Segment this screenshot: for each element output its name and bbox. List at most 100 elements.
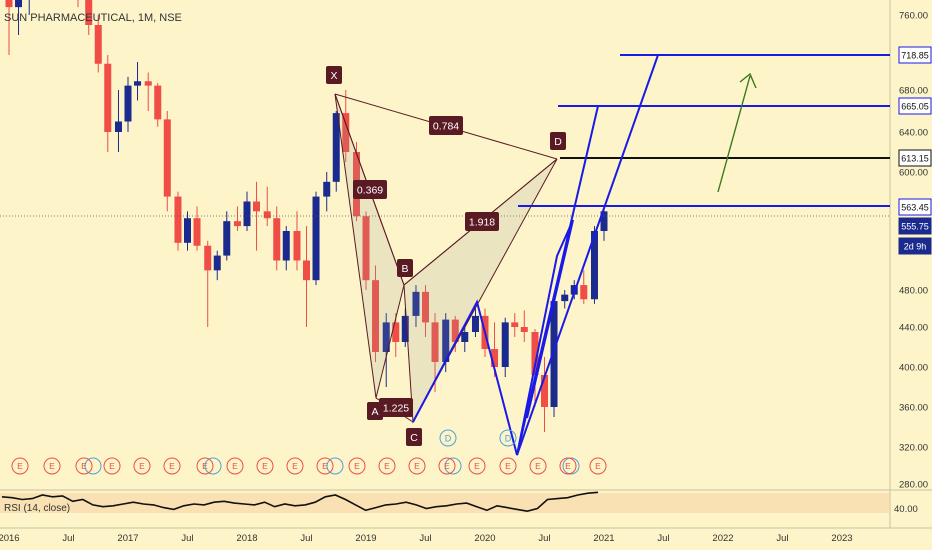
arrow-shaft [717, 75, 751, 193]
svg-text:E: E [414, 461, 420, 471]
time-tick-label: Jul [181, 533, 193, 544]
price-tick-label: 280.00 [899, 480, 928, 491]
candle-body [263, 211, 271, 219]
arrow-head [739, 72, 757, 89]
price-badges: 718.85 665.05 613.15 563.45 555.75 2d 9h [898, 46, 932, 255]
dividend-event-circle[interactable] [326, 457, 344, 475]
earnings-event-marker[interactable]: E [133, 457, 151, 475]
candle-body [382, 322, 390, 352]
candle-body [94, 25, 102, 64]
ratio-text-1225: 1.225 [383, 403, 409, 415]
price-tick-label: 440.00 [899, 323, 928, 334]
pattern-point-c: C [406, 428, 422, 446]
candle-body [323, 181, 331, 197]
time-tick-label: 2016 [0, 533, 20, 544]
earnings-event-marker[interactable]: E [438, 457, 456, 475]
time-tick-label: Jul [538, 533, 550, 544]
candle-body [501, 322, 509, 367]
pattern-point-d: D [550, 132, 566, 150]
candle-body [5, 0, 13, 8]
candle-body [431, 322, 439, 362]
earnings-event-marker[interactable]: E [43, 457, 61, 475]
earnings-event-marker[interactable]: E [11, 457, 29, 475]
earnings-event-marker[interactable]: E [499, 457, 517, 475]
candle-body [134, 81, 142, 86]
candle-body [193, 218, 201, 246]
svg-text:E: E [505, 461, 511, 471]
rsi-pane: RSI (14, close) 40.00 [0, 489, 932, 515]
earnings-event-marker[interactable]: E [103, 457, 121, 475]
price-badge-bg [898, 97, 932, 115]
candle-body [561, 294, 569, 302]
svg-text:E: E [202, 461, 208, 471]
time-tick-label: 2022 [712, 533, 733, 544]
candle-body [303, 260, 310, 281]
candle-body [273, 218, 281, 261]
dividend-marker-1[interactable]: D [439, 429, 457, 447]
svg-text:E: E [565, 461, 571, 471]
blue-drawings [412, 54, 890, 456]
earnings-event-marker[interactable]: E [348, 457, 366, 475]
earnings-event-marker[interactable]: E [163, 457, 181, 475]
candle-body [580, 285, 588, 300]
dividend-event-circle[interactable] [562, 457, 580, 475]
time-tick-label: Jul [300, 533, 312, 544]
green-arrow [717, 72, 757, 193]
price-tick-label: 640.00 [899, 128, 928, 139]
earnings-event-marker[interactable]: E [529, 457, 547, 475]
earnings-event-marker[interactable]: E [378, 457, 396, 475]
earnings-event-marker[interactable]: E [559, 457, 577, 475]
price-badge-bg [898, 198, 932, 216]
price-axis-ticks: 280.00 320.00 360.00 400.00 440.00 480.00 600.… [899, 11, 928, 491]
candle-body [312, 196, 320, 281]
time-tick-label: Jul [62, 533, 74, 544]
time-tick-label: Jul [657, 533, 669, 544]
svg-text:E: E [444, 461, 450, 471]
candle-body [401, 315, 409, 342]
svg-text:E: E [354, 461, 360, 471]
candle-body [174, 196, 182, 243]
earnings-event-marker[interactable]: E [75, 457, 93, 475]
candle-body [163, 119, 171, 197]
price-tick-label: 480.00 [899, 286, 928, 297]
candle-body [392, 322, 400, 342]
candle-body [511, 322, 519, 327]
price-tick-label: 320.00 [899, 443, 928, 454]
candle-body [550, 301, 558, 407]
earnings-event-marker[interactable]: E [256, 457, 274, 475]
ratio-label-0369: 0.369 [353, 180, 387, 199]
channel-line-3 [526, 219, 574, 419]
dividend-marker-2[interactable]: D [499, 429, 517, 447]
earnings-event-marker[interactable]: E [316, 457, 334, 475]
candle-body [223, 221, 231, 256]
dividend-event-circle[interactable] [444, 457, 462, 475]
price-tick-label: 600.00 [899, 168, 928, 179]
earnings-event-marker[interactable]: E [589, 457, 607, 475]
dividend-letter-1: D [445, 434, 452, 444]
rsi-label: RSI (14, close) [4, 503, 70, 514]
time-tick-label: 2021 [593, 533, 614, 544]
earnings-event-marker[interactable]: E [286, 457, 304, 475]
point-label-b: B [401, 263, 408, 275]
symbol-label: SUN PHARMACEUTICAL, 1M, NSE [4, 12, 182, 24]
earnings-event-marker[interactable]: E [226, 457, 244, 475]
time-tick-label: 2020 [474, 533, 495, 544]
price-badge-bg [898, 46, 932, 64]
price-badge-bg [898, 149, 932, 167]
candle-body [372, 280, 380, 352]
earnings-event-marker[interactable]: E [468, 457, 486, 475]
earnings-event-marker[interactable]: E [408, 457, 426, 475]
dividend-event-circle[interactable] [84, 457, 102, 475]
earnings-event-marker[interactable]: E [196, 457, 214, 475]
candles-layer [5, 0, 608, 432]
candle-body [204, 245, 212, 271]
channel-line-2 [516, 105, 599, 456]
candle-body [491, 349, 499, 367]
time-tick-label: 2019 [355, 533, 376, 544]
candle-body [253, 201, 261, 212]
price-badge-text: 563.45 [901, 203, 929, 213]
dividend-event-circle[interactable] [204, 457, 222, 475]
svg-text:E: E [109, 461, 115, 471]
time-axis-ticks: 2016 Jul 2017 Jul 2018 Jul 2019 Jul 2020 Jul 2021 J… [0, 533, 853, 544]
